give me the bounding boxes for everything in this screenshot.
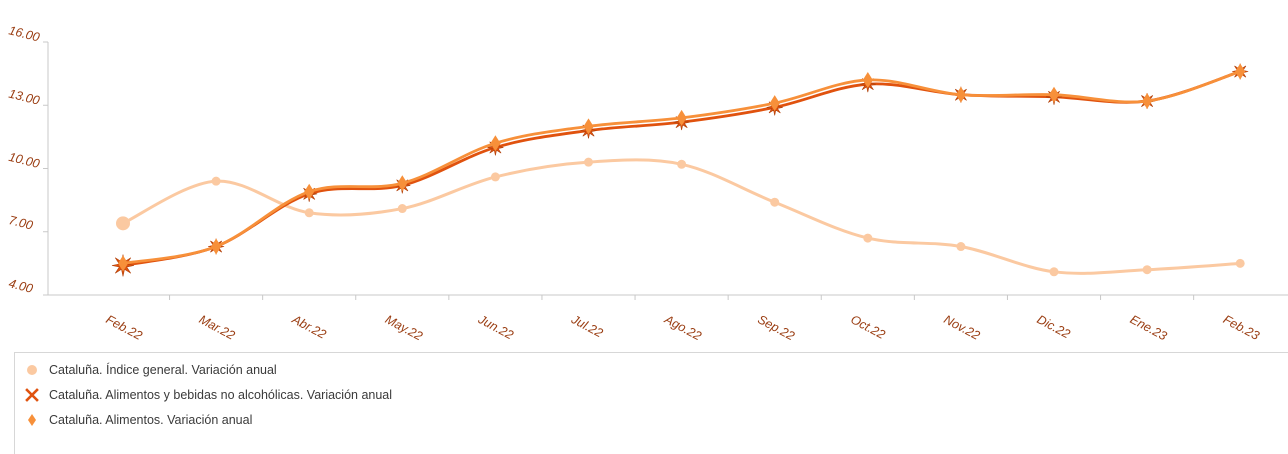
chart-axes [47,42,1288,296]
series-0 [116,157,1245,277]
data-point [770,197,780,207]
legend-item-indice-general[interactable]: Cataluña. Índice general. Variación anua… [25,360,277,380]
legend-label: Cataluña. Alimentos. Variación anual [49,413,253,427]
x-tick-label: Sep.22 [755,312,797,343]
legend-item-alimentos[interactable]: Cataluña. Alimentos. Variación anual [25,410,252,430]
data-point [304,208,314,218]
y-tick-label: 13.00 [7,87,41,108]
x-tick-label: Nov.22 [941,312,982,343]
line-chart: 4.00 7.00 10.00 13.00 16.00 Feb.22 Mar.22 Abr.… [7,23,1288,343]
y-tick-label: 10.00 [7,150,41,171]
series-line [122,158,1241,275]
data-point [584,157,593,167]
x-tick-label: Feb.23 [1221,312,1262,343]
legend-item-alimentos-bebidas[interactable]: Cataluña. Alimentos y bebidas no alcohól… [25,385,392,405]
data-point [956,242,966,252]
data-point [118,255,128,272]
diamond-marker-icon [28,414,36,426]
series-2 [118,63,1246,272]
data-point [1142,93,1153,110]
data-point [211,238,222,255]
legend-label: Cataluña. Índice general. Variación anua… [49,363,277,377]
data-point [676,109,687,126]
data-point [397,175,408,192]
data-point [397,204,407,214]
data-point [863,233,873,243]
data-point [490,135,501,152]
x-tick-label: Ago.22 [661,312,703,343]
x-tick-label: Abr.22 [289,312,329,342]
x-marker-icon [25,388,39,402]
y-tick-label: 4.00 [7,276,34,295]
data-point [1235,258,1245,268]
data-point [1235,63,1246,80]
x-tick-label: Ene.23 [1128,312,1170,343]
data-point [583,118,594,135]
x-tick-label: Jun.22 [475,312,516,342]
data-point [116,216,130,231]
data-point [1142,265,1152,275]
y-axis-ticks: 4.00 7.00 10.00 13.00 16.00 [7,23,48,296]
x-tick-label: Oct.22 [848,312,887,342]
data-point [862,71,873,88]
data-point [955,86,966,103]
data-point [769,95,780,112]
x-axis-ticks: Feb.22 Mar.22 Abr.22 May.22 Jun.22 Jul.22 Ago.… [104,295,1262,343]
data-point [1049,86,1059,103]
y-tick-label: 7.00 [7,213,34,232]
chart-series [111,63,1249,277]
circle-marker-icon [27,365,37,375]
data-point [1049,267,1059,277]
data-point [304,183,315,200]
data-point [490,172,500,182]
data-point [677,159,687,169]
y-tick-label: 16.00 [7,23,41,44]
x-tick-label: Jul.22 [568,312,605,341]
x-tick-label: Feb.22 [104,312,145,343]
x-tick-label: Mar.22 [197,312,238,342]
legend-label: Cataluña. Alimentos y bebidas no alcohól… [49,388,393,402]
x-tick-label: Dic.22 [1035,312,1073,341]
x-tick-label: May.22 [383,312,425,343]
chart-legend: Cataluña. Índice general. Variación anua… [14,352,1288,454]
data-point [211,176,221,186]
